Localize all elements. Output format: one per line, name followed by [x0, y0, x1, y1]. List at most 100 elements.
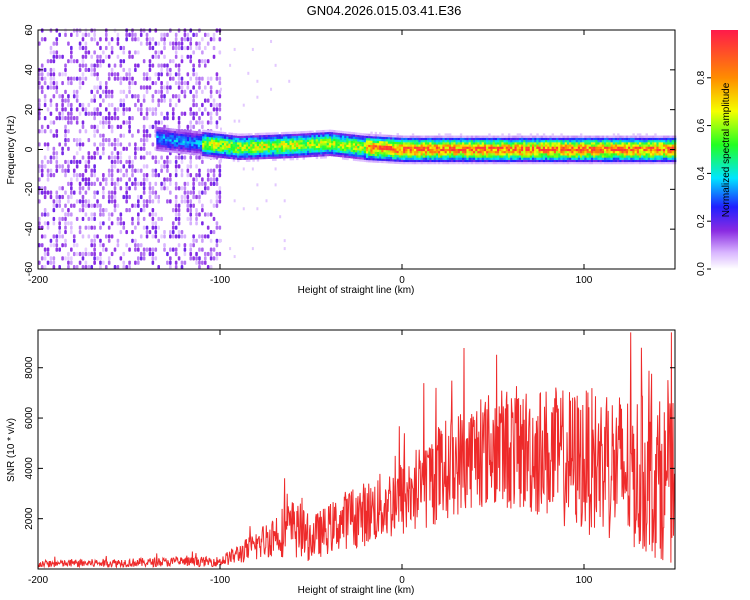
spectrogram-cell	[104, 265, 108, 270]
spectrogram-cell	[195, 238, 198, 243]
spectrogram-cell	[61, 98, 64, 103]
spectrogram-cell	[507, 142, 511, 145]
spectrogram-cell	[293, 140, 297, 143]
spectrogram-cell	[531, 155, 535, 158]
spectrogram-cell	[499, 135, 502, 138]
spectrogram-cell	[224, 132, 227, 135]
spectrogram-cell	[656, 153, 659, 156]
spectrogram-cell	[90, 28, 94, 33]
spectrogram-cell	[507, 148, 511, 152]
spectrogram-cell	[87, 234, 91, 239]
spectrogram-cell	[654, 157, 657, 160]
spectrogram-cell	[102, 50, 105, 55]
spectrogram-cell	[113, 181, 117, 186]
spectrogram-cell	[186, 37, 190, 42]
spectrogram-cell	[569, 135, 572, 138]
spectrogram-cell	[278, 154, 282, 157]
spectrogram-cell	[361, 141, 364, 145]
spectrogram-cell	[551, 153, 555, 156]
spectrogram-cell	[70, 111, 73, 116]
spectrogram-cell	[169, 181, 172, 186]
spectrogram-cell	[177, 72, 181, 77]
spectrogram-cell	[167, 149, 170, 153]
spectrogram-cell	[199, 138, 203, 141]
spectrogram-cell	[623, 135, 627, 138]
spectrogram-cell	[90, 265, 94, 270]
spectrogram-cell	[540, 142, 544, 145]
spectrogram-cell	[192, 85, 195, 90]
spectrogram-cell	[398, 148, 402, 151]
spectrogram-cell	[442, 146, 445, 149]
spectrogram-cell	[203, 260, 207, 265]
spectrogram-cell	[306, 135, 310, 138]
spectrogram-cell	[99, 155, 102, 160]
spectrogram-cell	[451, 144, 454, 147]
spectrogram-cell	[427, 157, 430, 160]
spectrogram-cell	[647, 135, 651, 138]
spectrogram-cell	[157, 216, 160, 222]
spectrogram-cell	[359, 156, 362, 160]
spectrogram-cell	[276, 156, 279, 159]
spectrogram-cell	[527, 157, 530, 160]
spectrogram-cell	[381, 149, 384, 153]
spectrogram-cell	[99, 243, 102, 248]
spectrogram-cell	[228, 147, 231, 151]
spectrogram-cell	[274, 143, 277, 146]
spectrogram-cell	[479, 150, 482, 154]
spectrogram-cell	[547, 161, 550, 165]
spectrogram-cell	[586, 146, 589, 149]
spectrogram-cell	[122, 59, 126, 64]
spectrogram-cell	[398, 139, 402, 143]
spectrogram-cell	[217, 155, 220, 158]
spectrogram-cell	[67, 208, 70, 213]
spectrogram-cell	[180, 89, 184, 94]
spectrogram-cell	[252, 159, 255, 162]
spectrogram-cell	[385, 141, 389, 144]
spectrogram-cell	[104, 89, 108, 94]
spectrogram-cell	[64, 216, 67, 222]
spectrogram-cell	[579, 142, 583, 145]
spectrogram-cell	[555, 155, 559, 158]
spectrogram-cell	[287, 149, 290, 152]
spectrogram-cell	[614, 146, 618, 149]
spectrogram-cell	[55, 234, 59, 239]
spectrogram-cell	[171, 41, 175, 46]
spectrogram-cell	[298, 148, 301, 152]
spectrogram-cell	[555, 135, 559, 138]
spectrogram-cell	[431, 135, 434, 138]
spectrogram-cell	[183, 199, 187, 204]
spectrogram-cell	[40, 63, 44, 68]
spectrogram-cell	[226, 134, 229, 137]
spectrogram-cell	[139, 28, 143, 33]
spectrogram-cell	[542, 161, 546, 165]
spectrogram-cell	[337, 139, 340, 142]
spectrogram-cell	[464, 159, 467, 163]
spectrogram-cell	[166, 89, 169, 94]
spectrogram-cell	[285, 140, 288, 144]
spectrogram-cell	[531, 144, 535, 147]
spectrogram-cell	[61, 194, 64, 200]
spectrogram-cell	[192, 177, 195, 182]
spectrogram-cell	[38, 243, 41, 248]
spectrogram-cell	[411, 135, 415, 138]
spectrogram-cell	[252, 139, 255, 143]
spectrogram-cell	[309, 137, 312, 140]
spectrogram-cell	[221, 131, 225, 135]
spectrogram-cell	[352, 138, 356, 142]
spectrogram-cell	[169, 130, 172, 133]
spectrogram-cell	[160, 164, 163, 169]
spectrogram-cell	[206, 186, 210, 191]
spectrogram-cell	[365, 157, 369, 161]
spectrogram-cell	[389, 145, 393, 149]
spectrogram-cell	[641, 155, 644, 158]
spectrogram-cell	[75, 116, 79, 121]
spectrogram-cell	[245, 159, 249, 162]
spectrogram-cell	[75, 76, 79, 81]
spectrogram-cell	[166, 32, 169, 37]
spectrogram-cell	[479, 146, 482, 149]
spectrogram-cell	[234, 144, 238, 147]
spectrogram-cell	[245, 137, 249, 141]
spectrogram-cell	[186, 181, 190, 186]
spectrogram-cell	[468, 161, 472, 165]
spectrogram-cell	[212, 229, 216, 235]
